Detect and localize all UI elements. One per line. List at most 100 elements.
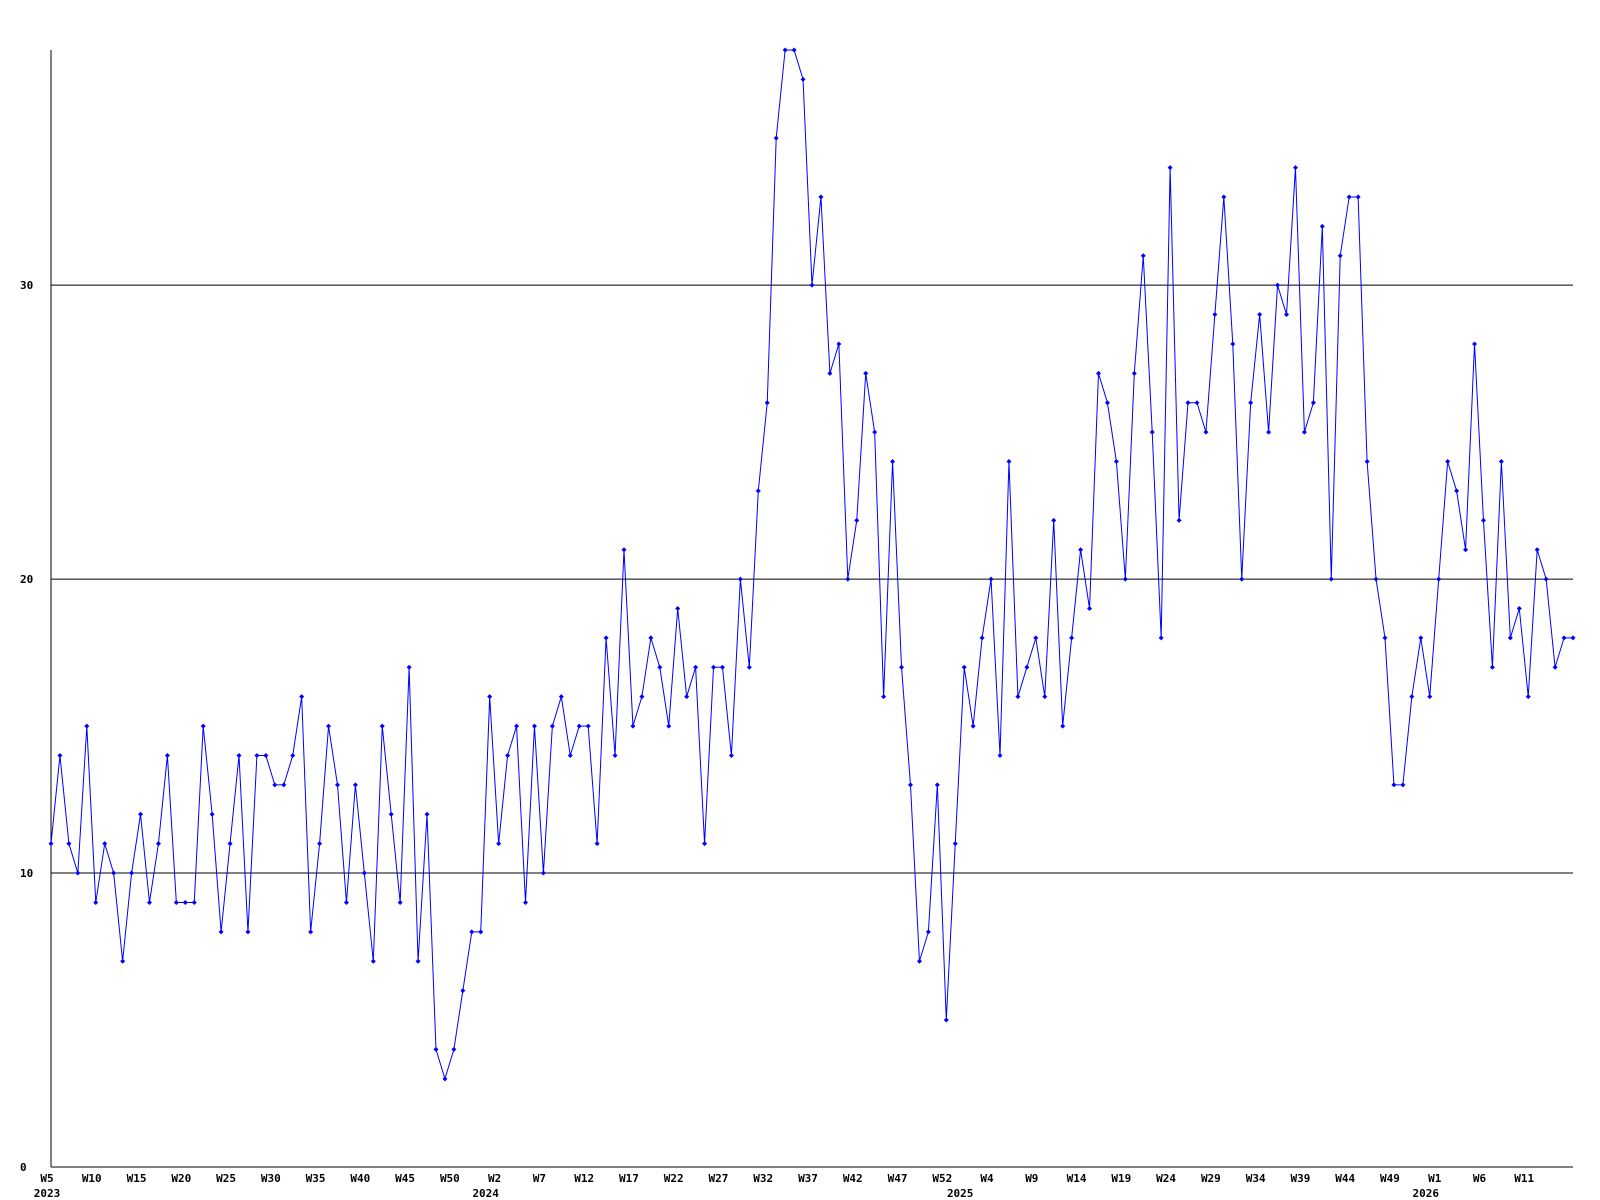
data-point (657, 664, 663, 670)
data-point (352, 782, 358, 788)
data-point (1122, 576, 1128, 582)
data-point (451, 1046, 457, 1052)
data-point (1472, 341, 1478, 347)
data-point (1087, 606, 1093, 611)
x-tick-label: W47 (888, 1172, 908, 1185)
data-point (1489, 664, 1495, 670)
data-point (415, 958, 421, 964)
x-tick-label: W44 (1335, 1172, 1355, 1185)
data-point (916, 958, 922, 964)
data-point (361, 870, 367, 876)
data-point (639, 694, 645, 700)
data-point (370, 958, 376, 964)
data-point (1534, 547, 1540, 553)
data-point (540, 870, 546, 876)
data-point (702, 841, 708, 847)
data-point (711, 664, 717, 670)
data-point (218, 929, 224, 935)
data-point (1051, 517, 1057, 523)
data-point (93, 899, 99, 905)
y-tick-label: 30 (20, 279, 33, 292)
data-point (138, 811, 144, 817)
x-tick-label: W45 (395, 1172, 415, 1185)
data-point (746, 664, 752, 670)
data-point (164, 752, 170, 758)
x-tick-label: W35 (306, 1172, 326, 1185)
x-tick-label: W5 (40, 1172, 53, 1185)
data-point (1516, 606, 1522, 611)
data-point (675, 606, 681, 611)
data-point (1445, 459, 1451, 465)
data-point (925, 929, 931, 935)
x-tick-label: W39 (1290, 1172, 1310, 1185)
data-point (388, 811, 394, 817)
data-point (952, 841, 958, 847)
x-tick-label: W52 (932, 1172, 952, 1185)
data-point (576, 723, 582, 729)
year-label: 2026 (1413, 1187, 1440, 1200)
x-tick-label: W2 (488, 1172, 501, 1185)
data-point (693, 664, 699, 670)
data-point (487, 694, 493, 700)
data-point (899, 664, 905, 670)
data-point (1176, 517, 1182, 523)
year-label: 2023 (34, 1187, 61, 1200)
data-point (173, 899, 179, 905)
data-point (836, 341, 842, 347)
data-point (290, 752, 296, 758)
data-point (505, 752, 511, 758)
x-tick-label: W37 (798, 1172, 818, 1185)
data-point (827, 370, 833, 376)
data-point (1310, 400, 1316, 406)
data-point (979, 635, 985, 641)
data-point (1400, 782, 1406, 788)
data-point (469, 929, 475, 935)
x-tick-label: W6 (1473, 1172, 1487, 1185)
data-point (943, 1017, 949, 1023)
data-point (881, 694, 887, 700)
data-point (773, 135, 779, 141)
data-point (567, 752, 573, 758)
data-point (1149, 429, 1155, 435)
data-point (1284, 312, 1290, 318)
data-point (209, 811, 215, 817)
data-point (1024, 664, 1030, 670)
x-tick-label: W19 (1111, 1172, 1131, 1185)
x-tick-label: W50 (440, 1172, 460, 1185)
data-point (424, 811, 430, 817)
data-point (531, 723, 537, 729)
data-point (961, 664, 967, 670)
data-point (1561, 635, 1567, 641)
data-point (558, 694, 564, 700)
data-point (1364, 459, 1370, 465)
data-point (764, 400, 770, 406)
data-point (334, 782, 340, 788)
year-label: 2024 (472, 1187, 499, 1200)
data-point (308, 929, 314, 935)
data-point (1060, 723, 1066, 729)
data-point (129, 870, 135, 876)
data-point (684, 694, 690, 700)
data-point (1248, 400, 1254, 406)
data-point (782, 47, 788, 53)
data-point (1498, 459, 1504, 465)
x-tick-label: W27 (709, 1172, 729, 1185)
data-point (728, 752, 734, 758)
data-point (1006, 459, 1012, 465)
data-point (254, 752, 260, 758)
data-point (406, 664, 412, 670)
data-point (1337, 253, 1343, 259)
x-tick-label: W14 (1067, 1172, 1087, 1185)
data-point (155, 841, 161, 847)
data-point (585, 723, 591, 729)
data-point (970, 723, 976, 729)
data-point (496, 841, 502, 847)
data-point (1507, 635, 1513, 641)
data-point (57, 752, 63, 758)
data-point (1221, 194, 1227, 200)
data-point (1275, 282, 1281, 288)
x-tick-label: W29 (1201, 1172, 1221, 1185)
data-point (755, 488, 761, 494)
data-point (863, 370, 869, 376)
data-point (997, 752, 1003, 758)
